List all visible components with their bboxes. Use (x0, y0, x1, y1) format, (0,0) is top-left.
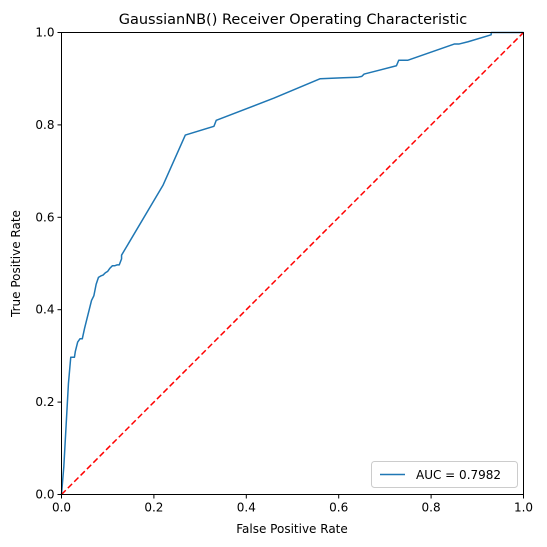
plot-area (60, 31, 525, 496)
y-axis: 0.0 0.2 0.4 0.6 0.8 1.0 (35, 26, 62, 502)
y-tick-label: 0.8 (35, 118, 54, 132)
series-layer (60, 31, 525, 496)
legend: AUC = 0.7982 (371, 461, 518, 488)
chart-title: GaussianNB() Receiver Operating Characte… (119, 12, 468, 28)
y-tick-label: 0.0 (35, 488, 54, 502)
roc-curve-line (60, 31, 524, 495)
y-tick-label: 0.4 (35, 303, 54, 317)
x-tick-label: 0.8 (422, 501, 441, 515)
x-tick-label: 0.6 (329, 501, 348, 515)
plot-frame (61, 32, 524, 495)
y-tick-label: 0.2 (35, 395, 54, 409)
x-axis: 0.0 0.2 0.4 0.6 0.8 1.0 (52, 494, 533, 515)
x-tick-label: 1.0 (514, 501, 533, 515)
y-axis-label: True Positive Rate (9, 210, 23, 318)
x-axis-label: False Positive Rate (236, 522, 348, 536)
y-tick-label: 1.0 (35, 26, 54, 40)
legend-label: AUC = 0.7982 (416, 468, 501, 482)
x-tick-label: 0.4 (237, 501, 256, 515)
y-tick-label: 0.6 (35, 210, 54, 224)
chance-diagonal-line (60, 31, 525, 496)
x-tick-label: 0.2 (144, 501, 163, 515)
legend-box (371, 461, 518, 488)
x-tick-label: 0.0 (52, 501, 71, 515)
